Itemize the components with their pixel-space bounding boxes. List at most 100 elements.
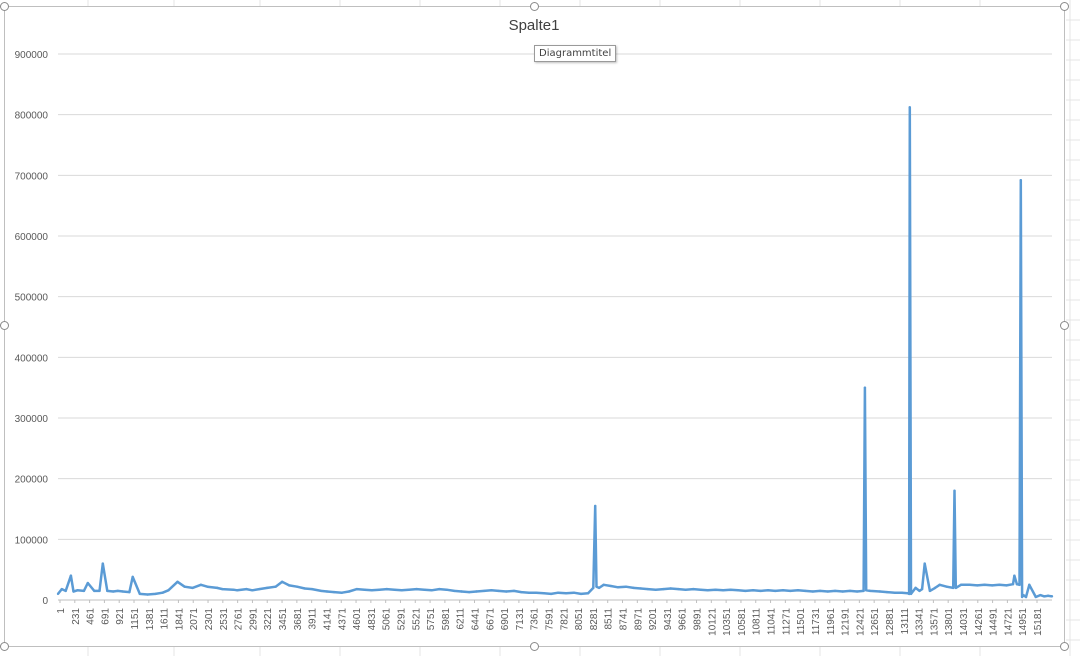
resize-handle-middle-right[interactable]	[1060, 321, 1069, 330]
data-point	[579, 592, 583, 596]
data-point	[706, 589, 709, 592]
data-point	[662, 587, 665, 591]
resize-handle-bottom-right[interactable]	[1060, 642, 1069, 651]
x-tick-label: 6671	[485, 608, 496, 631]
x-tick-label: 7821	[559, 608, 570, 631]
x-tick-label: 5291	[396, 608, 407, 631]
data-point	[885, 590, 889, 594]
data-point	[1024, 595, 1028, 599]
data-point	[490, 589, 493, 592]
data-point	[93, 589, 96, 593]
x-tick-label: 2761	[234, 608, 245, 631]
data-point	[878, 590, 882, 593]
data-point	[191, 586, 194, 590]
data-point	[736, 589, 740, 592]
data-point	[347, 590, 351, 593]
x-tick-label: 13341	[915, 608, 926, 636]
data-point	[863, 386, 867, 389]
data-point	[1028, 583, 1031, 587]
data-point	[1050, 595, 1054, 598]
data-point	[116, 589, 119, 593]
data-point	[355, 587, 359, 591]
data-point	[759, 589, 762, 593]
data-point	[549, 592, 553, 596]
data-point	[803, 589, 807, 593]
data-point	[781, 589, 785, 592]
data-point	[1005, 584, 1008, 587]
chart-title[interactable]: Spalte1	[508, 17, 560, 34]
x-tick-label: 13801	[944, 608, 955, 636]
x-tick-label: 13571	[929, 608, 940, 636]
data-point	[811, 590, 815, 593]
x-tick-label: 8281	[589, 608, 600, 631]
data-point	[505, 590, 508, 593]
data-point	[400, 589, 403, 592]
data-point	[900, 591, 904, 594]
resize-handle-top-center[interactable]	[530, 2, 539, 11]
y-tick-label: 900000	[15, 50, 49, 61]
resize-handle-bottom-left[interactable]	[0, 642, 9, 651]
data-point	[933, 586, 937, 590]
data-point	[699, 588, 702, 591]
data-point	[945, 585, 948, 588]
data-point	[423, 588, 426, 591]
x-tick-label: 8741	[619, 608, 630, 631]
data-point	[325, 590, 329, 593]
resize-handle-middle-left[interactable]	[0, 321, 9, 330]
data-point	[920, 587, 924, 591]
x-tick-label: 10581	[737, 608, 748, 636]
x-tick-label: 11041	[767, 608, 778, 636]
x-tick-label: 231	[71, 608, 82, 625]
x-tick-label: 10351	[722, 608, 733, 636]
data-point	[430, 589, 433, 592]
resize-handle-top-left[interactable]	[0, 2, 9, 11]
data-point	[453, 589, 456, 593]
data-point	[928, 589, 932, 593]
data-point	[86, 581, 90, 585]
x-tick-label: 2531	[219, 608, 230, 631]
x-tick-label: 7131	[515, 608, 526, 631]
x-tick-label: 5981	[441, 608, 452, 631]
resize-handle-top-right[interactable]	[1060, 2, 1069, 11]
data-point	[445, 588, 448, 591]
data-point	[393, 588, 396, 591]
x-tick-label: 10811	[752, 608, 763, 636]
data-point	[595, 585, 598, 588]
data-point	[280, 580, 284, 583]
data-point	[1020, 595, 1024, 599]
data-point	[907, 592, 911, 596]
series-line[interactable]	[57, 106, 1053, 599]
data-point	[266, 586, 269, 590]
data-point	[841, 590, 844, 593]
resize-handle-bottom-center[interactable]	[530, 642, 539, 651]
data-point	[592, 586, 595, 590]
data-point	[154, 592, 157, 596]
x-tick-label: 6901	[500, 608, 511, 631]
chart-area[interactable]	[4, 6, 1065, 647]
data-point	[646, 587, 650, 591]
y-tick-label: 400000	[15, 353, 49, 364]
data-point	[1019, 178, 1023, 182]
data-point	[106, 589, 109, 593]
data-point	[146, 593, 149, 596]
x-tick-label: 10121	[707, 608, 718, 636]
data-point	[363, 588, 366, 591]
data-point	[914, 586, 917, 590]
data-point	[848, 589, 852, 593]
data-point	[111, 590, 115, 593]
data-point	[654, 588, 657, 591]
data-point	[862, 589, 865, 593]
x-tick-label: 6211	[456, 608, 467, 630]
data-point	[952, 586, 955, 590]
data-point	[1046, 594, 1050, 597]
data-point	[677, 587, 680, 591]
data-point	[1034, 595, 1037, 599]
x-tick-label: 13111	[900, 608, 911, 635]
data-point	[72, 590, 75, 593]
data-point	[714, 588, 717, 591]
data-point	[101, 562, 105, 565]
y-tick-label: 200000	[15, 475, 49, 486]
data-point	[557, 591, 560, 594]
data-point	[602, 583, 605, 587]
data-point	[497, 589, 500, 593]
